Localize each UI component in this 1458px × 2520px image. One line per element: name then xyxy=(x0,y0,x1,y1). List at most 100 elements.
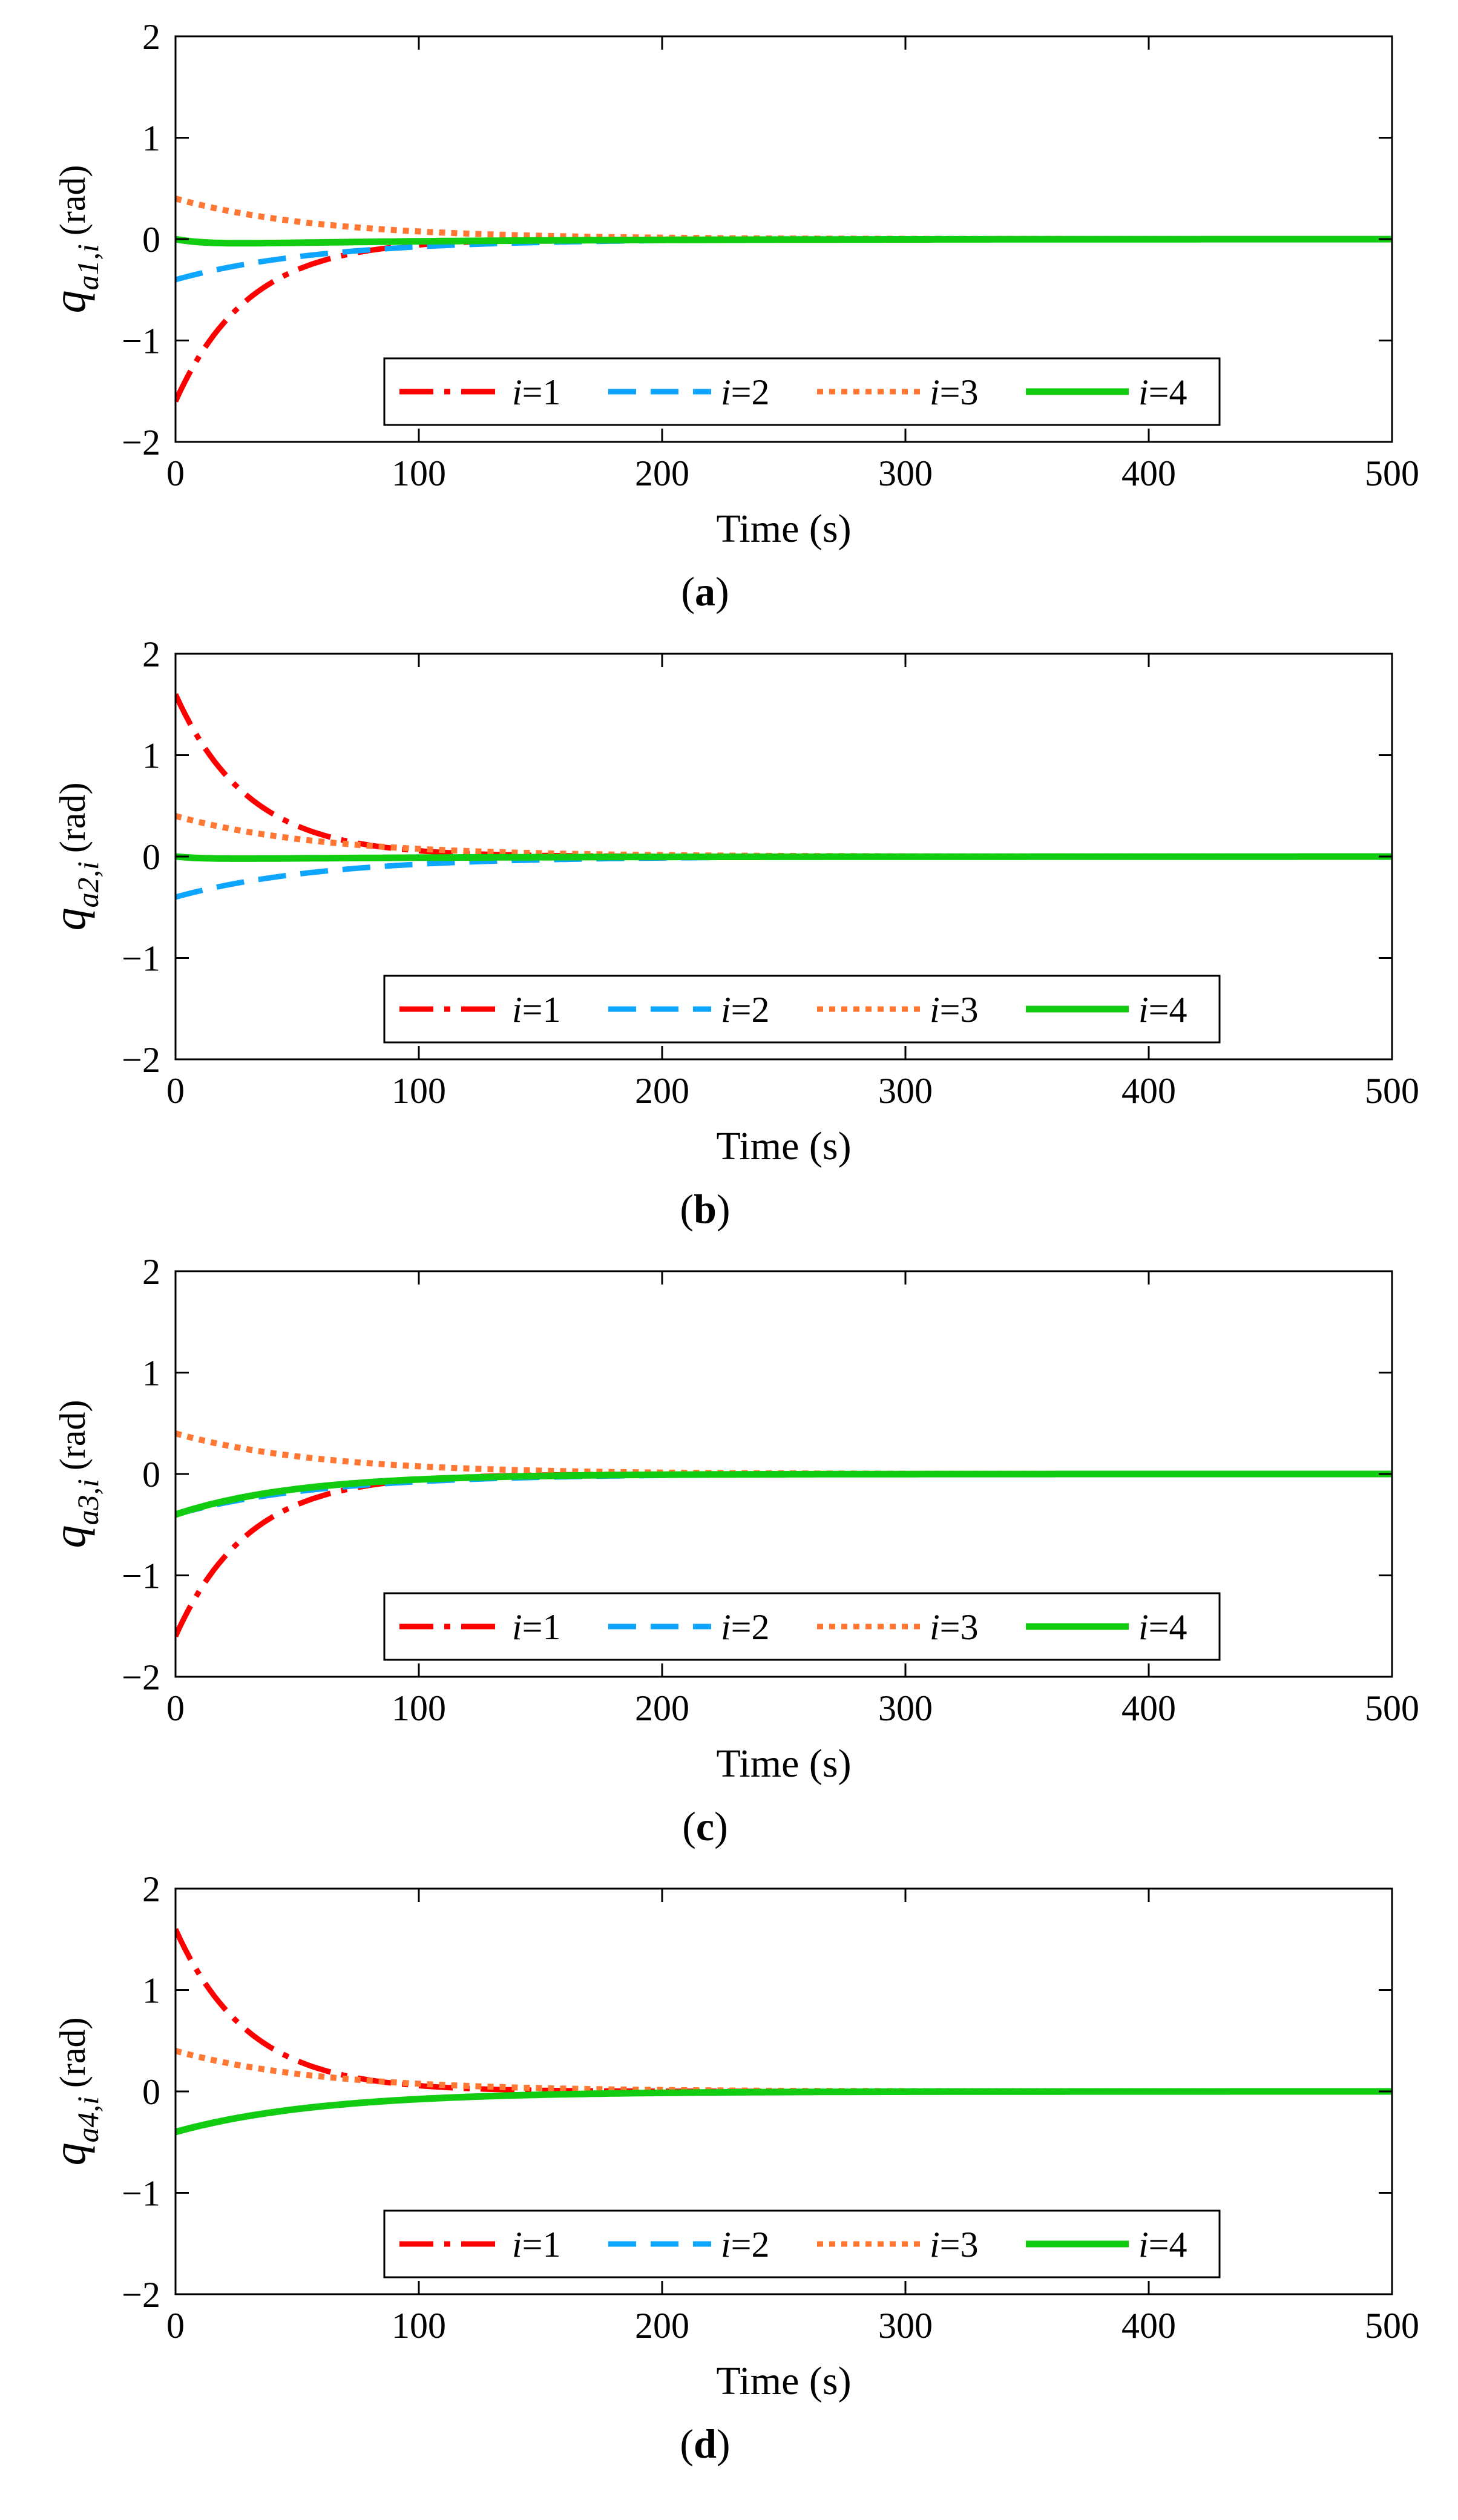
legend-var: i xyxy=(1138,1607,1149,1647)
legend-var: i xyxy=(512,2225,522,2265)
legend-var: i xyxy=(930,990,940,1030)
legend-entry-i3: i=3 xyxy=(930,2225,979,2265)
y-axis-label: qa2,i (rad) xyxy=(44,783,105,931)
legend-var: i xyxy=(512,372,522,412)
legend-eq: = xyxy=(731,2225,752,2265)
panel-label-letter: d xyxy=(694,2421,717,2467)
y-label-symbol: q xyxy=(44,907,95,930)
panel-label-letter: b xyxy=(694,1186,717,1232)
series-line-i4 xyxy=(176,1470,1392,1518)
x-tick-label: 500 xyxy=(1365,1071,1419,1111)
legend-entry-i1: i=1 xyxy=(512,372,561,412)
panel-label: (a) xyxy=(681,568,729,614)
y-tick-label: 1 xyxy=(142,736,160,776)
y-label-subscript-index: i xyxy=(71,244,105,252)
legend-var: i xyxy=(721,1607,731,1647)
legend-num: 4 xyxy=(1169,990,1187,1030)
legend-entry-i2: i=2 xyxy=(721,990,770,1030)
y-label-unit: (rad) xyxy=(53,783,93,854)
x-tick-label: 300 xyxy=(878,2306,933,2346)
x-tick-label: 200 xyxy=(635,453,689,493)
legend-var: i xyxy=(512,1607,522,1647)
legend-eq: = xyxy=(731,372,752,412)
y-label-subscript: a3, xyxy=(71,1487,105,1525)
plot-area xyxy=(176,1928,1392,2136)
plot-area xyxy=(176,693,1392,900)
x-tick-label: 100 xyxy=(392,1071,446,1111)
panel-label: (b) xyxy=(680,1186,730,1232)
legend-entry-i4: i=4 xyxy=(1138,372,1187,412)
legend-num: 4 xyxy=(1169,2225,1187,2265)
legend-num: 2 xyxy=(752,372,770,412)
legend-eq: = xyxy=(1149,372,1169,412)
x-tick-label: 400 xyxy=(1121,1688,1176,1728)
panel-label: (c) xyxy=(682,1803,728,1849)
x-tick-label: 300 xyxy=(878,1688,933,1728)
x-axis-label: Time (s) xyxy=(716,2359,851,2403)
legend-eq: = xyxy=(522,372,543,412)
y-label-unit: (rad) xyxy=(53,165,93,236)
legend-var: i xyxy=(930,1607,940,1647)
y-tick-label: −1 xyxy=(122,939,160,979)
y-axis-label: qa3,i (rad) xyxy=(44,1400,105,1548)
x-tick-label: 0 xyxy=(166,1071,185,1111)
x-tick-label: 200 xyxy=(635,1071,689,1111)
legend-entry-i4: i=4 xyxy=(1138,1607,1187,1647)
legend-num: 2 xyxy=(752,2225,770,2265)
legend-entry-i2: i=2 xyxy=(721,1607,770,1647)
series-line-i1 xyxy=(176,1928,1392,2094)
y-tick-label: 0 xyxy=(142,220,160,260)
x-tick-label: 500 xyxy=(1365,453,1419,493)
x-tick-label: 0 xyxy=(166,2306,185,2346)
x-tick-label: 400 xyxy=(1121,2306,1176,2346)
legend-entry-i2: i=2 xyxy=(721,372,770,412)
legend-eq: = xyxy=(940,2225,961,2265)
legend-eq: = xyxy=(731,990,752,1030)
x-tick-label: 0 xyxy=(166,1688,185,1728)
legend-var: i xyxy=(1138,2225,1149,2265)
legend-eq: = xyxy=(1149,2225,1169,2265)
series-line-i2 xyxy=(176,2088,1392,2135)
x-axis-label: Time (s) xyxy=(716,1742,851,1786)
y-tick-label: −1 xyxy=(122,321,160,361)
x-tick-label: 100 xyxy=(392,1688,446,1728)
x-axis-label: Time (s) xyxy=(716,507,851,551)
legend-var: i xyxy=(1138,372,1149,412)
legend-eq: = xyxy=(940,1607,961,1647)
series-line-i2 xyxy=(176,854,1392,900)
x-tick-label: 500 xyxy=(1365,1688,1419,1728)
y-tick-label: −2 xyxy=(122,2275,160,2315)
panel-label-letter: a xyxy=(695,568,715,614)
y-label-subscript: a2, xyxy=(71,870,105,908)
legend-num: 1 xyxy=(543,372,561,412)
legend-num: 1 xyxy=(543,990,561,1030)
series-line-i3 xyxy=(176,813,1392,860)
legend-var: i xyxy=(721,372,731,412)
x-tick-label: 300 xyxy=(878,1071,933,1111)
x-tick-label: 200 xyxy=(635,1688,689,1728)
legend-entry-i4: i=4 xyxy=(1138,990,1187,1030)
legend-var: i xyxy=(930,372,940,412)
x-tick-label: 500 xyxy=(1365,2306,1419,2346)
x-tick-label: 0 xyxy=(166,453,185,493)
y-label-subscript-index: i xyxy=(71,2096,105,2105)
y-axis-label: qa4,i (rad) xyxy=(44,2018,105,2166)
legend-eq: = xyxy=(522,2225,543,2265)
legend-entry-i4: i=4 xyxy=(1138,2225,1187,2265)
legend-eq: = xyxy=(1149,990,1169,1030)
legend: i=1 i=2 i=3 i=4 xyxy=(383,357,1221,426)
legend-num: 3 xyxy=(961,990,979,1030)
y-label-subscript-index: i xyxy=(71,1479,105,1487)
y-tick-label: 0 xyxy=(142,837,160,877)
legend-eq: = xyxy=(1149,1607,1169,1647)
plot-area xyxy=(176,1430,1392,1637)
y-label-symbol: q xyxy=(44,2142,95,2165)
series-line-i1 xyxy=(176,693,1392,860)
y-tick-label: −2 xyxy=(122,423,160,462)
series-line-i3 xyxy=(176,196,1392,242)
legend: i=1 i=2 i=3 i=4 xyxy=(383,2209,1221,2278)
